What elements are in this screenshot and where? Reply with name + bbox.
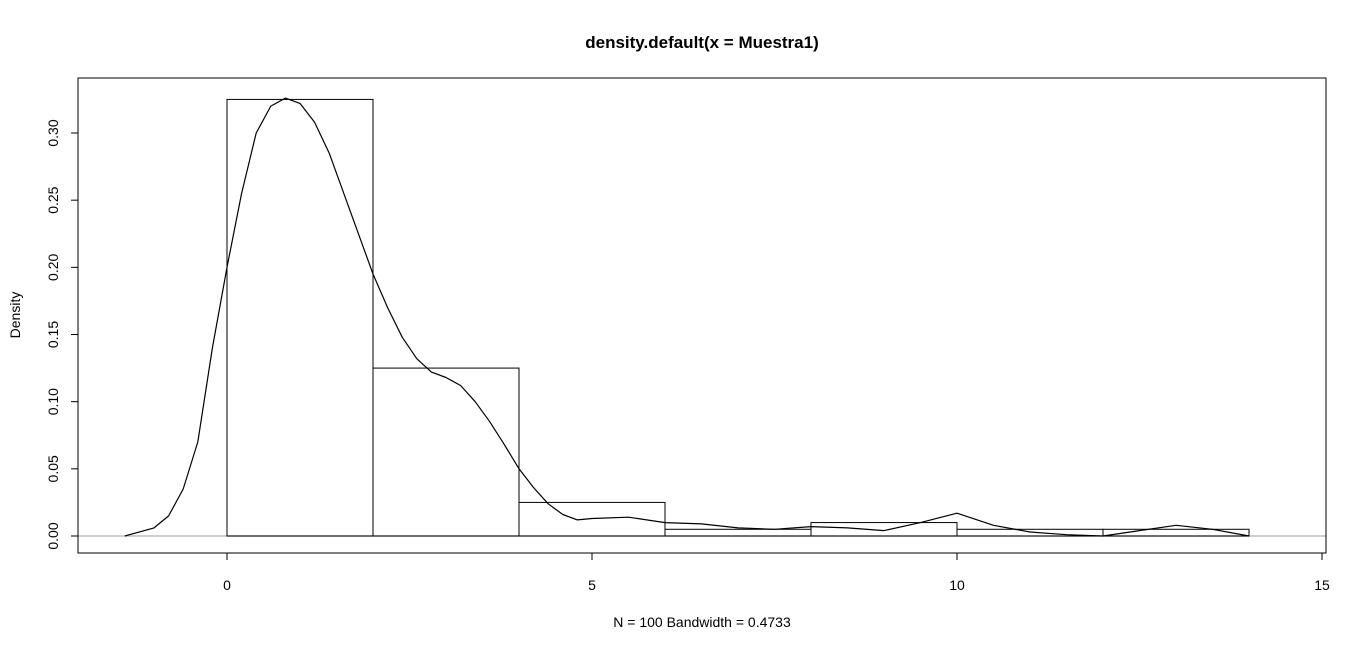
y-tick-label: 0.30 <box>45 119 61 146</box>
histogram-bar <box>1102 528 1250 537</box>
histogram-bar <box>372 367 520 537</box>
y-tick-label: 0.10 <box>45 388 61 415</box>
plot-frame <box>77 77 1327 554</box>
histogram-bar <box>518 501 666 537</box>
y-tick-label: 0.05 <box>45 455 61 482</box>
histogram-bar <box>664 528 812 537</box>
x-tick-label: 10 <box>949 577 965 593</box>
density-curve <box>124 97 1250 537</box>
histogram-bar <box>810 522 958 537</box>
y-tick-label: 0.15 <box>45 321 61 348</box>
histogram-bar <box>226 98 374 537</box>
y-tick-label: 0.25 <box>45 186 61 213</box>
x-axis-label: N = 100 Bandwidth = 0.4733 <box>613 614 791 630</box>
chart-title: density.default(x = Muestra1) <box>585 33 819 52</box>
x-tick-label: 0 <box>223 577 231 593</box>
y-tick-label: 0.00 <box>45 522 61 549</box>
y-tick-label: 0.20 <box>45 253 61 280</box>
y-axis-label: Density <box>7 292 23 339</box>
x-tick-label: 5 <box>588 577 596 593</box>
x-tick-label: 15 <box>1314 577 1330 593</box>
